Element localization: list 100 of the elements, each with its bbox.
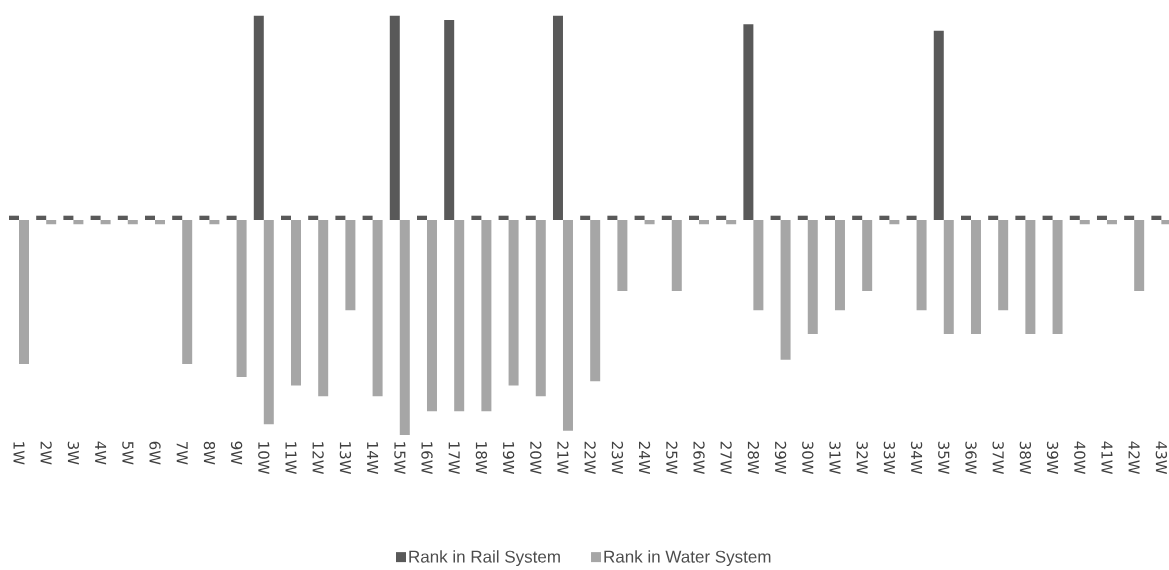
bar	[780, 220, 791, 360]
bar	[1124, 215, 1135, 220]
bar	[46, 220, 57, 225]
bar	[562, 220, 573, 431]
bar	[644, 220, 655, 225]
x-tick-label: 2W	[40, 441, 52, 465]
x-tick-label: 17W	[448, 442, 460, 475]
x-tick-label: 8W	[203, 441, 216, 465]
legend-label: Rank in Water System	[604, 550, 771, 567]
bar	[1106, 220, 1117, 225]
bar	[943, 220, 954, 334]
bar	[834, 220, 845, 311]
x-tick-label: 5W	[122, 441, 134, 465]
x-tick-label: 1W	[13, 442, 25, 465]
bar	[100, 220, 111, 225]
bar	[770, 215, 781, 220]
x-tick-label: 40W	[1074, 441, 1086, 475]
x-tick-label: 29W	[774, 441, 787, 475]
bar	[498, 215, 509, 220]
bar	[1025, 220, 1036, 334]
bar	[698, 220, 709, 225]
bar	[998, 220, 1009, 311]
bar	[862, 220, 873, 291]
bar	[807, 220, 818, 334]
x-tick-label: 38W	[1019, 441, 1032, 475]
bar	[362, 215, 373, 220]
legend-label: Rank in Rail System	[409, 550, 560, 567]
bar	[182, 220, 193, 365]
x-tick-label: 9W	[230, 441, 243, 465]
x-tick-label: 25W	[666, 441, 678, 475]
bar	[117, 215, 128, 220]
bar	[1069, 215, 1080, 220]
bar	[280, 215, 291, 220]
bar	[63, 215, 74, 220]
bar	[209, 220, 220, 225]
bar	[90, 215, 101, 220]
bar	[1015, 215, 1026, 220]
bar	[508, 220, 519, 386]
bar	[753, 220, 764, 311]
bar	[236, 220, 247, 377]
bar	[73, 220, 84, 225]
bar	[416, 215, 427, 220]
bar	[988, 215, 999, 220]
x-tick-label: 34W	[910, 441, 923, 475]
bar	[906, 215, 917, 220]
bar	[552, 15, 563, 220]
bar	[426, 220, 437, 412]
bar	[444, 20, 455, 220]
x-tick-label: 36W	[965, 441, 977, 475]
bar	[535, 220, 546, 397]
x-tick-label: 20W	[530, 441, 542, 475]
bar	[335, 215, 346, 220]
bar	[481, 220, 492, 412]
x-tick-label: 41W	[1101, 441, 1113, 475]
bar	[933, 30, 944, 220]
bar	[226, 215, 237, 220]
bar	[688, 215, 699, 220]
x-tick-label: 33W	[883, 441, 896, 475]
bar	[345, 220, 356, 311]
bar	[308, 215, 319, 220]
bar	[127, 220, 138, 225]
x-tick-label: 12W	[312, 442, 324, 475]
bar	[1042, 215, 1053, 220]
x-tick-label: 37W	[992, 441, 1004, 475]
bar	[852, 215, 863, 220]
x-tick-label: 15W	[394, 442, 406, 475]
bar	[797, 215, 808, 220]
x-tick-label: 23W	[611, 441, 624, 475]
x-tick-label: 19W	[502, 442, 515, 475]
bar	[661, 215, 672, 220]
bar	[1052, 220, 1063, 334]
bar	[9, 215, 19, 220]
bar	[671, 220, 682, 291]
bar	[889, 220, 900, 225]
bar	[253, 15, 264, 220]
x-tick-label: 31W	[829, 441, 841, 475]
bar	[960, 215, 971, 220]
x-tick-label: 39W	[1046, 441, 1059, 475]
x-tick-label: 24W	[639, 441, 651, 475]
bar	[399, 220, 410, 435]
bar	[1079, 220, 1090, 225]
bar	[590, 220, 601, 382]
bar	[155, 220, 165, 225]
bar	[454, 220, 465, 412]
bar	[1096, 215, 1107, 220]
x-tick-label: 11W	[285, 442, 297, 475]
x-tick-label: 30W	[802, 441, 814, 475]
bar	[607, 215, 618, 220]
bar	[716, 215, 727, 220]
x-tick-label: 28W	[747, 441, 760, 475]
bar	[617, 220, 628, 291]
x-tick-label: 27W	[720, 441, 732, 475]
x-tick-label: 14W	[367, 442, 379, 475]
bar	[634, 215, 645, 220]
bar	[970, 220, 981, 334]
x-tick-label: 26W	[693, 441, 705, 475]
x-tick-label: 42W	[1128, 441, 1140, 475]
bar	[389, 15, 400, 220]
bar	[145, 215, 155, 220]
x-tick-label: 10W	[258, 442, 270, 475]
